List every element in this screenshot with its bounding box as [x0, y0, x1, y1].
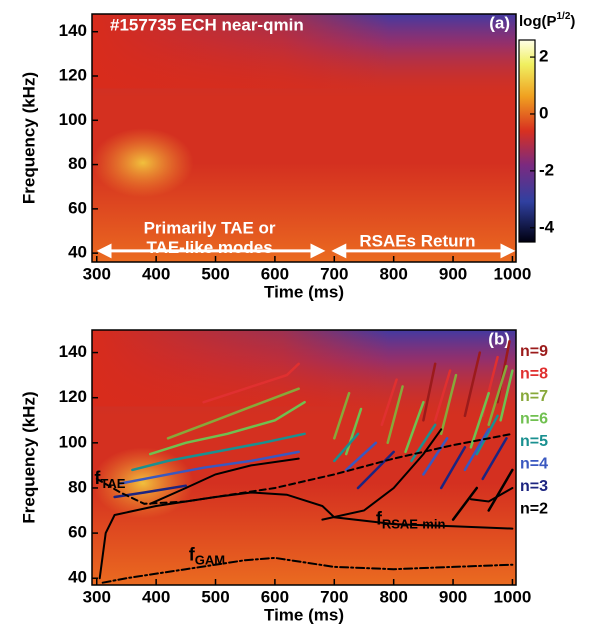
legend-entry: n=3: [520, 478, 548, 495]
spectrogram-shade: [92, 330, 516, 407]
legend-entry: n=9: [520, 343, 548, 360]
frequency-curve: [101, 556, 514, 584]
legend-entry: n=5: [520, 433, 548, 450]
mode-trace: [113, 437, 508, 499]
x-tick-label: 400: [142, 264, 170, 283]
x-tick-label: 800: [379, 587, 407, 606]
mode-trace: [451, 468, 514, 521]
colorbar-tick-label: 0: [539, 103, 548, 122]
y-axis-label: Frequency (kHz): [19, 72, 38, 204]
x-tick-label: 700: [320, 587, 348, 606]
colorbar-label: log(P1/2): [519, 11, 575, 30]
annotation: fGAM: [189, 544, 225, 568]
legend-entry: n=4: [520, 456, 548, 473]
x-tick-label: 500: [201, 264, 229, 283]
y-axis-label: Frequency (kHz): [19, 391, 38, 523]
colorbar-tick-label: -4: [539, 217, 555, 236]
legend-entry: n=7: [520, 388, 548, 405]
colorbar-tick-label: 2: [539, 47, 548, 66]
y-tick-label: 80: [68, 154, 87, 173]
mode-trace: [202, 355, 499, 427]
mode-trace: [148, 369, 514, 456]
y-tick-label: 80: [68, 477, 87, 496]
plot-frame: [91, 13, 517, 263]
legend-entry: n=6: [520, 411, 548, 428]
frequency-curve: [149, 428, 514, 521]
annotation-main: f: [94, 468, 101, 488]
annotation: Primarily TAE or: [144, 218, 276, 237]
colorbar-label-tail: ): [570, 13, 575, 30]
colorbar-label-main: log(P: [519, 13, 557, 30]
y-tick-label: 120: [59, 65, 87, 84]
annotation-sub: TAE: [100, 476, 125, 491]
x-tick-label: 300: [83, 264, 111, 283]
y-tick-label: 100: [59, 432, 87, 451]
y-tick-label: 40: [68, 568, 87, 587]
y-tick-label: 60: [68, 198, 87, 217]
x-tick-label: 900: [439, 264, 467, 283]
colorbar: [518, 39, 536, 243]
x-tick-label: 300: [83, 587, 111, 606]
annotation-main: f: [189, 544, 196, 564]
spectrogram-glow: [92, 128, 194, 198]
panel-label: (a): [489, 13, 510, 32]
annotation: fRSAE-min: [376, 508, 446, 532]
plot-frame: [91, 329, 517, 586]
annotation: fTAE: [94, 468, 125, 492]
x-tick-label: 700: [320, 264, 348, 283]
spectrogram-glow: [92, 447, 194, 519]
y-tick-label: 120: [59, 387, 87, 406]
x-tick-label: 400: [142, 587, 170, 606]
annotation-sub: GAM: [195, 553, 225, 568]
annotation-main: f: [376, 508, 383, 528]
legend-entry: n=8: [520, 366, 548, 383]
mode-trace: [166, 364, 508, 445]
mode-trace: [131, 414, 499, 472]
annotation: TAE-like modes: [146, 238, 272, 257]
y-tick-label: 140: [59, 342, 87, 361]
x-tick-label: 500: [201, 587, 229, 606]
x-axis-label: Time (ms): [264, 605, 344, 624]
mode-trace: [119, 428, 490, 485]
y-tick-label: 140: [59, 21, 87, 40]
panel-label: (b): [488, 329, 510, 348]
x-tick-label: 1000: [494, 264, 532, 283]
y-tick-label: 40: [68, 243, 87, 262]
x-tick-label: 800: [379, 264, 407, 283]
annotation: RSAEs Return: [359, 232, 475, 251]
x-tick-label: 900: [439, 587, 467, 606]
annotation-sub: RSAE-min: [382, 517, 446, 532]
frequency-curve: [98, 491, 514, 580]
chart-title: #157735 ECH near-qmin: [110, 15, 304, 34]
spectrogram-shade: [92, 14, 516, 89]
x-tick-label: 600: [261, 264, 289, 283]
x-tick-label: 1000: [494, 587, 532, 606]
colorbar-label-sup: 1/2: [557, 11, 571, 22]
legend-entry: n=2: [520, 501, 548, 518]
y-tick-label: 60: [68, 523, 87, 542]
x-tick-label: 600: [261, 587, 289, 606]
y-tick-label: 100: [59, 110, 87, 129]
colorbar-tick-label: -2: [539, 160, 554, 179]
x-axis-label: Time (ms): [264, 282, 344, 301]
